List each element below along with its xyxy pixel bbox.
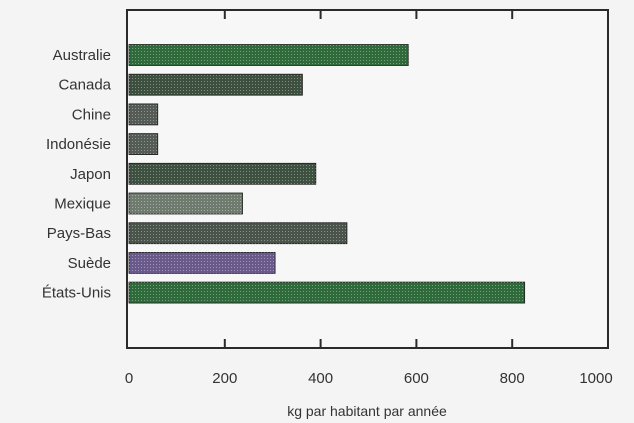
category-labels: Australie Canada Chine Indonésie Japon Mexiqu… bbox=[42, 47, 112, 302]
category-label-3: Indonésie bbox=[46, 136, 111, 153]
category-label-4: Japon bbox=[70, 166, 111, 183]
category-label-0: Australie bbox=[53, 47, 111, 64]
x-tick-label-0: 0 bbox=[125, 370, 133, 387]
category-label-7: Suède bbox=[68, 255, 111, 272]
category-label-1: Canada bbox=[58, 77, 111, 94]
category-label-6: Pays-Bas bbox=[47, 225, 111, 242]
bar-texture-3 bbox=[129, 133, 158, 155]
bar-texture-5 bbox=[129, 193, 243, 214]
category-label-8: États-Unis bbox=[42, 285, 111, 302]
x-tick-label-2: 400 bbox=[308, 370, 333, 387]
bar-texture-7 bbox=[129, 252, 276, 274]
x-tick-label-1: 200 bbox=[212, 370, 237, 387]
bars bbox=[128, 44, 526, 304]
x-tick-label-5: 1000 bbox=[579, 370, 612, 387]
bar-texture-2 bbox=[129, 103, 158, 125]
bar-texture-0 bbox=[129, 44, 409, 66]
bar-texture-4 bbox=[129, 163, 316, 185]
bar-texture-6 bbox=[129, 222, 347, 244]
bar-texture-8 bbox=[129, 282, 525, 304]
bar-texture-1 bbox=[129, 74, 303, 96]
category-label-5: Mexique bbox=[54, 196, 111, 213]
x-ticks: 0 200 400 600 800 1000 bbox=[125, 10, 613, 387]
category-label-2: Chine bbox=[72, 106, 111, 123]
x-tick-label-4: 800 bbox=[500, 370, 525, 387]
x-tick-label-3: 600 bbox=[404, 370, 429, 387]
x-axis-label: kg par habitant par année bbox=[287, 403, 447, 419]
